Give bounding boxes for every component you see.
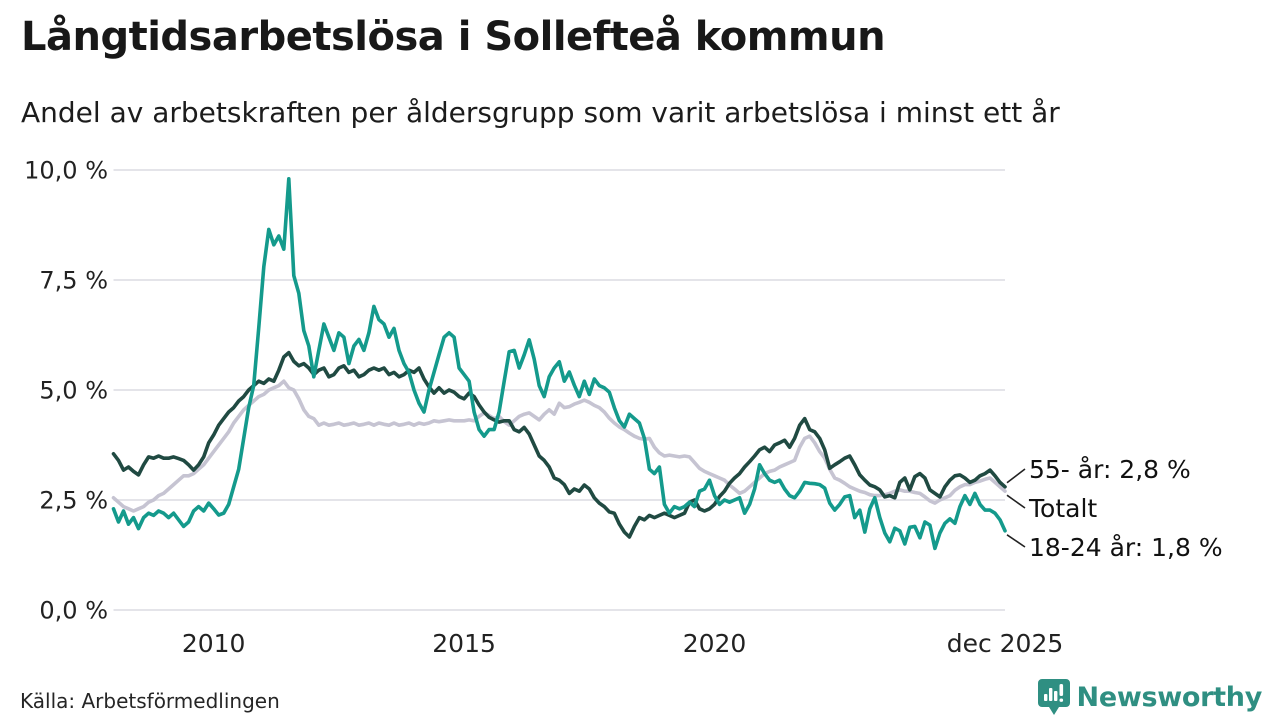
- line-end-label-totalt: Totalt: [1029, 494, 1098, 523]
- page-title: Långtidsarbetslösa i Sollefteå kommun: [21, 14, 886, 60]
- y-tick-label: 2,5 %: [39, 487, 108, 515]
- y-tick-label: 5,0 %: [39, 377, 108, 405]
- series-line-18-24 år: [111, 177, 1007, 551]
- series-line-Totalt: [111, 379, 1007, 513]
- newsworthy-brand: Newsworthy: [1037, 676, 1263, 718]
- chart-subtitle: Andel av arbetskraften per åldersgrupp s…: [21, 96, 1060, 129]
- x-tick-label: 2010: [182, 629, 246, 658]
- source-note: Källa: Arbetsförmedlingen: [20, 689, 280, 713]
- newsworthy-wordmark: Newsworthy: [1076, 681, 1263, 713]
- leader-line: [1006, 468, 1026, 484]
- leader-line: [1006, 534, 1026, 548]
- x-tick-label: dec 2025: [947, 629, 1064, 658]
- line-end-label-55: 55- år: 2,8 %: [1029, 455, 1191, 484]
- line-end-label-18-24: 18-24 år: 1,8 %: [1029, 533, 1223, 562]
- series-line-55- år: [111, 350, 1007, 539]
- y-tick-label: 0,0 %: [39, 597, 108, 625]
- y-tick-label: 7,5 %: [39, 267, 108, 295]
- x-tick-label: 2020: [683, 629, 747, 658]
- newsworthy-logo-icon: [1037, 678, 1070, 716]
- leader-line: [1006, 494, 1026, 509]
- x-tick-label: 2015: [432, 629, 496, 658]
- y-tick-label: 10,0 %: [24, 157, 108, 185]
